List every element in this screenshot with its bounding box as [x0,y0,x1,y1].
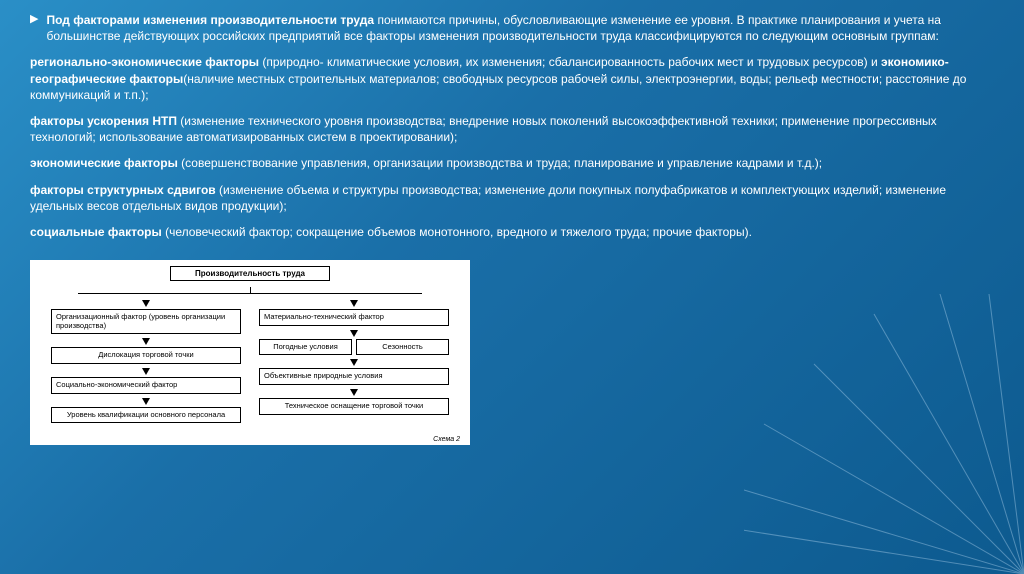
arrow-down-icon [142,398,150,405]
p5-t: (человеческий фактор; сокращение объемов… [162,225,752,239]
factor-social: социальные факторы (человеческий фактор;… [30,224,994,240]
box-tech-equipment: Техническое оснащение торговой точки [259,398,449,415]
box-natural-conditions: Объективные природные условия [259,368,449,385]
factor-economic: экономические факторы (совершенствование… [30,155,994,171]
arrow-down-icon [350,359,358,366]
diagram-col-left: Организационный фактор (уровень организа… [51,300,241,427]
decorative-rays [744,294,1024,574]
p4-b: факторы структурных сдвигов [30,183,216,197]
factor-regional: регионально-экономические факторы (приро… [30,54,994,103]
box-seasonality: Сезонность [356,339,449,356]
p3-b: экономические факторы [30,156,178,170]
diagram-col-right: Материально-технический фактор Погодные … [259,300,449,427]
factor-ntp: факторы ускорения НТП (изменение техниче… [30,113,994,145]
arrow-down-icon [142,368,150,375]
arrow-down-icon [350,389,358,396]
arrow-down-icon [350,330,358,337]
box-organizational: Организационный фактор (уровень организа… [51,309,241,334]
intro-bold: Под факторами изменения производительнос… [46,13,374,27]
arrow-down-icon [142,300,150,307]
box-material-tech: Материально-технический фактор [259,309,449,326]
factor-structural: факторы структурных сдвигов (изменение о… [30,182,994,214]
schema-label: Схема 2 [433,436,460,443]
p5-b: социальные факторы [30,225,162,239]
box-socio-economic: Социально-экономический фактор [51,377,241,394]
slide-content: ▶ Под факторами изменения производительн… [0,0,1024,260]
arrow-down-icon [142,338,150,345]
box-qualification: Уровень квалификации основного персонала [51,407,241,424]
p3-t: (совершенствование управления, организац… [178,156,822,170]
diagram-title: Производительность труда [170,266,330,281]
p1-t1: (природно- климатические условия, их изм… [259,55,881,69]
box-weather: Погодные условия [259,339,352,356]
diagram: Производительность труда Организационный… [30,260,470,445]
bullet-icon: ▶ [30,12,38,44]
p2-b: факторы ускорения НТП [30,114,177,128]
p1-b1: регионально-экономические факторы [30,55,259,69]
intro-paragraph: ▶ Под факторами изменения производительн… [30,12,994,44]
arrow-down-icon [350,300,358,307]
box-dislocation: Дислокация торговой точки [51,347,241,364]
